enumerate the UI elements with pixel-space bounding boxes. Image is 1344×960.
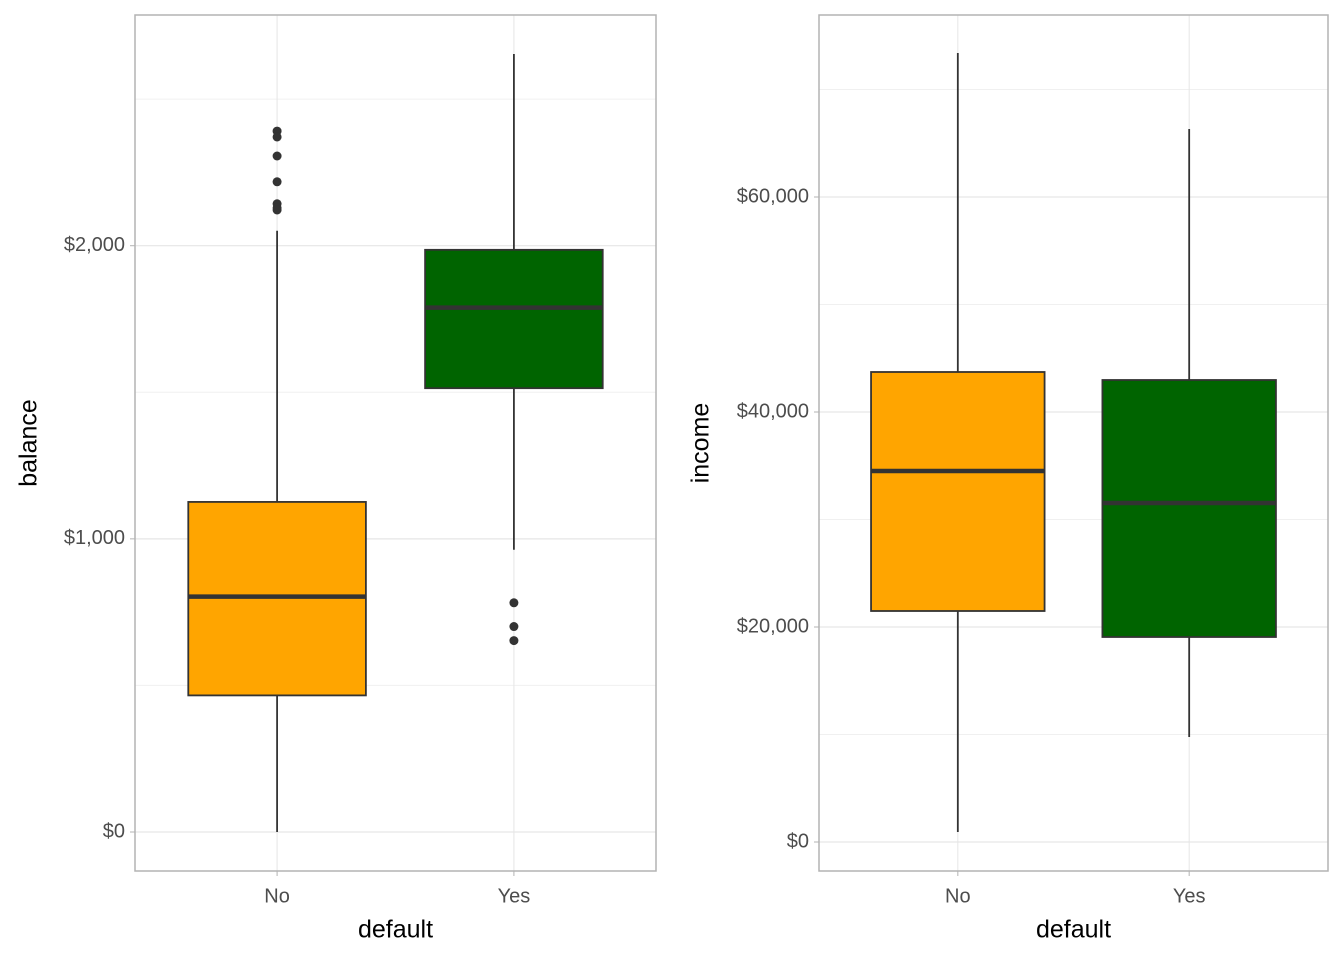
outlier xyxy=(509,598,519,608)
outlier xyxy=(509,622,519,632)
y-tick-label: $2,000 xyxy=(64,234,125,256)
x-tick-label: No xyxy=(945,885,971,907)
y-tick-label: $1,000 xyxy=(64,527,125,549)
box xyxy=(870,371,1046,612)
y-tick-label: $0 xyxy=(787,830,809,852)
outlier xyxy=(509,636,519,646)
y-tick-label: $60,000 xyxy=(737,185,809,207)
outlier xyxy=(272,132,282,142)
y-tick-label: $0 xyxy=(103,820,125,842)
y-tick-label: $40,000 xyxy=(737,400,809,422)
x-axis-title: default xyxy=(358,916,433,944)
outlier xyxy=(272,151,282,161)
box xyxy=(424,248,604,390)
x-tick-label: Yes xyxy=(498,885,531,907)
panel-border xyxy=(134,14,657,872)
y-axis-title: income xyxy=(687,403,715,484)
y-axis-title: balance xyxy=(15,399,43,487)
outlier xyxy=(272,177,282,187)
x-axis-title: default xyxy=(1036,916,1111,944)
x-tick-label: Yes xyxy=(1173,885,1206,907)
y-tick-label: $20,000 xyxy=(737,615,809,637)
x-tick-label: No xyxy=(264,885,290,907)
outlier xyxy=(272,205,282,215)
box xyxy=(1101,379,1277,638)
panel-border xyxy=(818,14,1329,872)
